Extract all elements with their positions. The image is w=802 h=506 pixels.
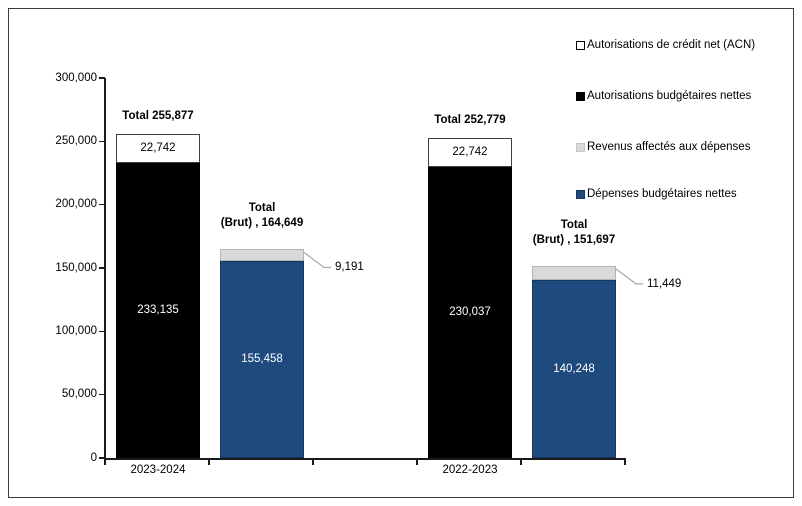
bar-value-label: 22,742 bbox=[452, 145, 488, 158]
legend-marker-square-icon bbox=[576, 40, 585, 50]
bar-segment: 22,742 bbox=[116, 133, 200, 163]
bar-value-label: 155,458 bbox=[241, 353, 283, 366]
x-category-label: 2023-2024 bbox=[130, 464, 186, 476]
bar-total-label: Total 255,877 bbox=[78, 109, 238, 124]
callout-value-label: 11,449 bbox=[647, 277, 682, 290]
bar-total-label: Total (Brut) , 164,649 bbox=[182, 201, 342, 231]
legend-marker-square-icon bbox=[576, 91, 585, 101]
bar-total-label-line: Total 252,779 bbox=[434, 113, 506, 126]
y-axis-tick bbox=[99, 267, 105, 269]
legend-label: Autorisations budgétaires nettes bbox=[587, 90, 752, 102]
legend-item: Autorisations budgétaires nettes bbox=[576, 89, 751, 103]
legend-item: Revenus affectés aux dépenses bbox=[576, 140, 750, 154]
legend-label: Revenus affectés aux dépenses bbox=[587, 141, 751, 153]
legend-item: Autorisations de crédit net (ACN) bbox=[576, 38, 755, 52]
bar-segment: 155,458 bbox=[220, 261, 304, 458]
bar-segment: 22,742 bbox=[428, 137, 512, 167]
bar-value-label: 22,742 bbox=[140, 141, 176, 154]
y-axis-tick-label: 50,000 bbox=[61, 388, 97, 401]
x-axis-tick bbox=[208, 458, 210, 465]
y-axis-tick-label: 0 bbox=[90, 451, 97, 464]
bar-segment: 230,037 bbox=[428, 166, 512, 458]
x-axis-tick bbox=[520, 458, 522, 465]
bar-segment bbox=[532, 265, 616, 281]
x-axis-tick bbox=[416, 458, 418, 465]
bar-total-label-line: (Brut) , 164,649 bbox=[220, 217, 304, 230]
x-axis-tick bbox=[624, 458, 626, 465]
bar-total-label-line: Total bbox=[560, 218, 588, 231]
x-axis-tick bbox=[312, 458, 314, 465]
y-axis-tick bbox=[99, 77, 105, 79]
callout-value-label: 9,191 bbox=[335, 261, 364, 274]
y-axis-tick bbox=[99, 203, 105, 206]
legend-marker-square-icon bbox=[576, 189, 585, 199]
y-axis-tick-label: 250,000 bbox=[55, 134, 97, 147]
x-axis-line bbox=[104, 458, 626, 460]
bar-segment: 140,248 bbox=[532, 280, 616, 458]
bar-segment: 233,135 bbox=[116, 162, 200, 458]
bar-total-label: Total (Brut) , 151,697 bbox=[494, 218, 654, 248]
bar-total-label: Total 252,779 bbox=[390, 113, 550, 128]
legend-label: Autorisations de crédit net (ACN) bbox=[587, 39, 756, 51]
bar-value-label: 230,037 bbox=[449, 305, 491, 318]
y-axis-tick-label: 200,000 bbox=[55, 198, 97, 211]
y-axis-tick bbox=[99, 330, 105, 333]
x-category-label: 2022-2023 bbox=[442, 464, 498, 476]
legend-marker-square-icon bbox=[576, 142, 585, 152]
legend-item: Dépenses budgétaires nettes bbox=[576, 187, 737, 201]
bar-value-label: 233,135 bbox=[137, 303, 179, 316]
y-axis-tick-label: 100,000 bbox=[55, 324, 97, 337]
legend-label: Dépenses budgétaires nettes bbox=[587, 188, 737, 200]
bar-total-label-line: Total 255,877 bbox=[122, 109, 194, 122]
y-axis-tick-label: 300,000 bbox=[55, 71, 97, 84]
bar-segment bbox=[220, 249, 304, 262]
y-axis-tick-label: 150,000 bbox=[55, 261, 97, 274]
bar-total-label-line: Total bbox=[248, 202, 276, 215]
x-axis-tick bbox=[104, 458, 106, 465]
y-axis-tick bbox=[99, 393, 105, 396]
bar-total-label-line: (Brut) , 151,697 bbox=[532, 233, 616, 246]
y-axis-tick bbox=[99, 457, 105, 459]
bar-value-label: 140,248 bbox=[553, 362, 595, 375]
y-axis-tick bbox=[99, 140, 105, 143]
